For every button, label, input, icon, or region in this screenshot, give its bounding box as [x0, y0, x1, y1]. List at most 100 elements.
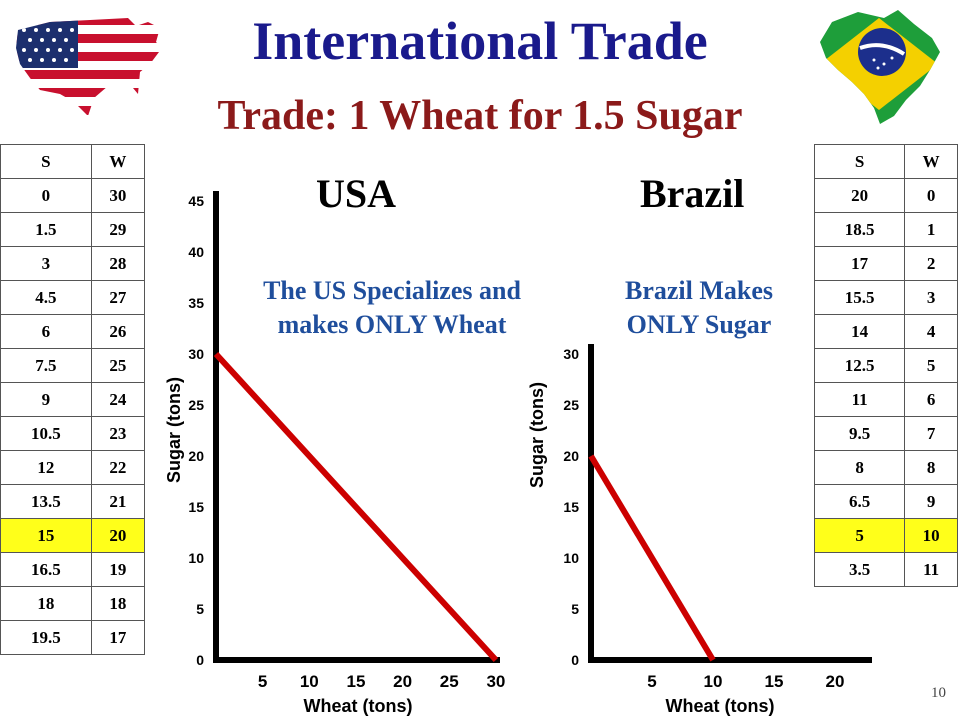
wheat-cell: 8	[904, 450, 958, 485]
sugar-cell: 12	[0, 450, 92, 485]
sugar-cell: 14	[813, 314, 906, 349]
column-header-wheat: W	[904, 144, 958, 179]
y-tick-label: 25	[563, 397, 579, 413]
wheat-cell: 26	[90, 314, 146, 349]
x-tick-label: 10	[300, 672, 319, 691]
x-tick-label: 5	[258, 672, 267, 691]
table-row: 6.5 9	[813, 484, 958, 519]
sugar-cell: 17	[813, 246, 906, 281]
brazil-flag-map-icon	[820, 10, 940, 124]
x-tick-label: 30	[486, 672, 505, 691]
wheat-cell: 24	[90, 382, 146, 417]
wheat-cell: 23	[90, 416, 146, 451]
sugar-cell: 8	[813, 450, 906, 485]
table-row: 18.5 1	[813, 212, 958, 247]
wheat-cell: 28	[90, 246, 146, 281]
y-tick-label: 40	[188, 244, 204, 260]
y-tick-label: 45	[188, 193, 204, 209]
table-row: 15.5 3	[813, 280, 958, 315]
wheat-cell: 19	[90, 552, 146, 587]
table-row: 12.5 5	[813, 348, 958, 383]
wheat-cell: 25	[90, 348, 146, 383]
y-tick-label: 25	[188, 397, 204, 413]
table-row: 16.5 19	[0, 552, 146, 587]
y-tick-label: 15	[563, 499, 579, 515]
table-row: 6 26	[0, 314, 146, 349]
table-header-row: S W	[0, 144, 146, 179]
sugar-cell: 4.5	[0, 280, 92, 315]
sugar-cell: 13.5	[0, 484, 92, 519]
brazil-chart-title: Brazil	[640, 171, 745, 216]
table-row: 1.5 29	[0, 212, 146, 247]
y-tick-label: 0	[196, 652, 204, 668]
table-row: 3.5 11	[813, 552, 958, 587]
x-tick-label: 5	[647, 672, 656, 691]
table-row: 12 22	[0, 450, 146, 485]
sugar-cell: 16.5	[0, 552, 92, 587]
table-row: 10.5 23	[0, 416, 146, 451]
wheat-cell: 11	[904, 552, 958, 587]
x-tick-label: 15	[346, 672, 365, 691]
table-row: 0 30	[0, 178, 146, 213]
wheat-cell: 3	[904, 280, 958, 315]
sugar-cell: 9	[0, 382, 92, 417]
table-row: 4.5 27	[0, 280, 146, 315]
sugar-cell: 19.5	[0, 620, 92, 655]
sugar-cell: 3	[0, 246, 92, 281]
usa-annotation: The US Specializes and makes ONLY Wheat	[263, 276, 521, 339]
table-row: 9.5 7	[813, 416, 958, 451]
sugar-cell: 18	[0, 586, 92, 621]
table-row: 5 10	[813, 518, 958, 553]
wheat-cell: 7	[904, 416, 958, 451]
sugar-cell: 18.5	[813, 212, 906, 247]
wheat-cell: 6	[904, 382, 958, 417]
wheat-cell: 2	[904, 246, 958, 281]
usa-production-table: S W 0 30 1.5 29 3 28 4.5 27 6 26 7.5 25 9 24 10.5 23 12 2…	[0, 144, 146, 655]
page-number: 10	[931, 685, 946, 701]
wheat-cell: 0	[904, 178, 958, 213]
x-tick-label: 25	[440, 672, 459, 691]
sugar-cell: 15	[0, 518, 92, 553]
wheat-cell: 17	[90, 620, 146, 655]
table-row: 15 20	[0, 518, 146, 553]
wheat-cell: 30	[90, 178, 146, 213]
column-header-sugar: S	[0, 144, 92, 179]
page-title: International Trade	[252, 11, 708, 71]
brazil-annotation: Brazil Makes ONLY Sugar	[624, 276, 774, 339]
x-axis-label: Wheat (tons)	[666, 696, 775, 716]
table-row: 11 6	[813, 382, 958, 417]
sugar-cell: 10.5	[0, 416, 92, 451]
wheat-cell: 5	[904, 348, 958, 383]
x-axis-label: Wheat (tons)	[304, 696, 413, 716]
sugar-cell: 1.5	[0, 212, 92, 247]
y-tick-label: 0	[571, 652, 579, 668]
x-tick-label: 20	[826, 672, 845, 691]
sugar-cell: 3.5	[813, 552, 906, 587]
page-subtitle: Trade: 1 Wheat for 1.5 Sugar	[217, 93, 743, 139]
table-header-row: S W	[813, 144, 958, 179]
brazil-production-table: S W 20 0 18.5 1 17 2 15.5 3 14 4 12.5 5 11 6 9.5 7 8 8 6.5…	[813, 144, 958, 587]
table-row: 20 0	[813, 178, 958, 213]
sugar-cell: 11	[813, 382, 906, 417]
sugar-cell: 0	[0, 178, 92, 213]
column-header-sugar: S	[813, 144, 906, 179]
y-tick-label: 5	[571, 601, 579, 617]
brazil-ppf-chart: 0 5 10 15 20 25 30 5 10 15 20 Wheat (tons) Sugar (to…	[527, 344, 872, 716]
wheat-cell: 22	[90, 450, 146, 485]
table-row: 18 18	[0, 586, 146, 621]
wheat-cell: 10	[904, 518, 958, 553]
x-tick-label: 20	[393, 672, 412, 691]
y-tick-label: 35	[188, 295, 204, 311]
x-tick-label: 10	[704, 672, 723, 691]
y-tick-label: 20	[188, 448, 204, 464]
table-row: 19.5 17	[0, 620, 146, 655]
y-tick-label: 10	[563, 550, 579, 566]
wheat-cell: 4	[904, 314, 958, 349]
table-row: 14 4	[813, 314, 958, 349]
sugar-cell: 12.5	[813, 348, 906, 383]
sugar-cell: 7.5	[0, 348, 92, 383]
usa-flag-map-icon	[16, 18, 162, 116]
wheat-cell: 9	[904, 484, 958, 519]
y-tick-label: 20	[563, 448, 579, 464]
